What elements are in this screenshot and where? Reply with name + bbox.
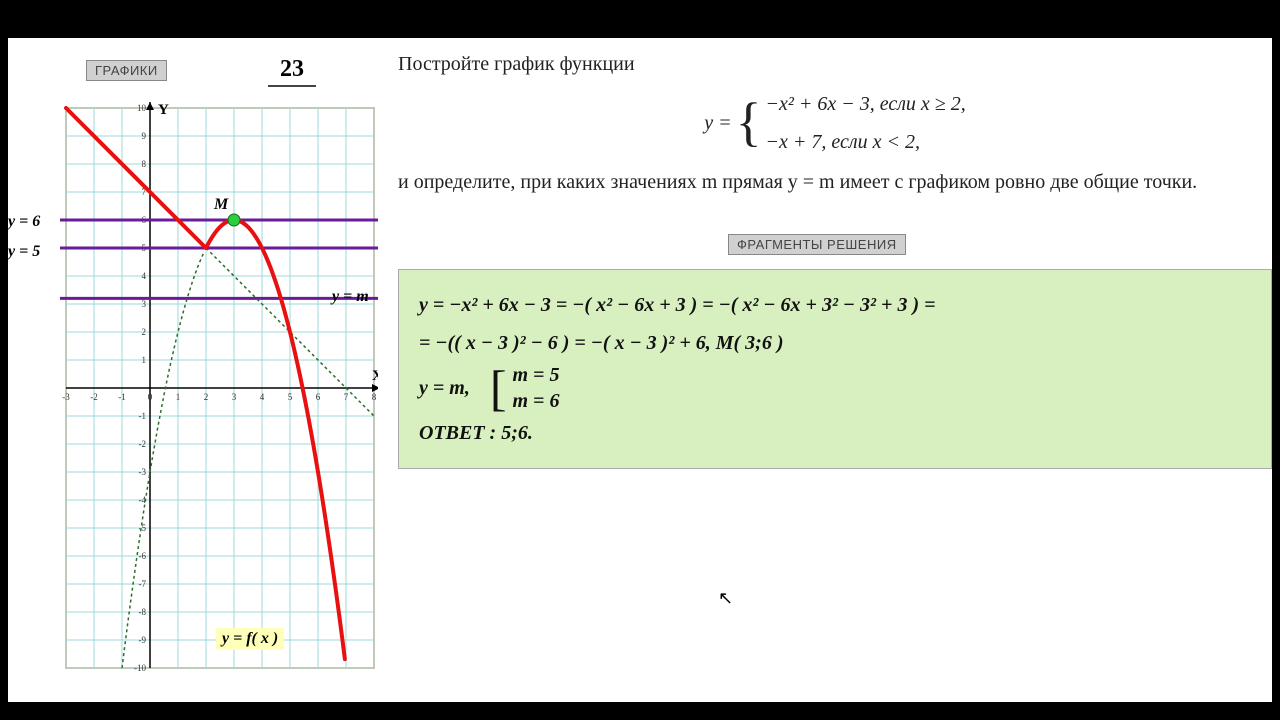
point-m-label: M [214, 196, 228, 214]
function-graph: XY-3-2-1012345678-10-9-8-7-6-5-4-3-2-112… [38, 88, 378, 708]
problem-statement: Постройте график функции y = { −x² + 6x … [398, 48, 1272, 198]
svg-text:-6: -6 [139, 551, 147, 561]
prompt-line-1: Постройте график функции [398, 48, 1272, 80]
svg-text:-8: -8 [139, 607, 147, 617]
svg-text:7: 7 [344, 392, 349, 402]
svg-text:2: 2 [142, 327, 147, 337]
bracket-icon: [ [490, 368, 507, 408]
sol-m2: m = 6 [513, 388, 560, 414]
svg-text:9: 9 [142, 131, 147, 141]
svg-text:0: 0 [148, 392, 153, 402]
svg-text:1: 1 [142, 355, 147, 365]
sol-ym: y = m, [419, 369, 470, 407]
piecewise-function: y = { −x² + 6x − 3, если x ≥ 2, −x + 7, … [704, 88, 966, 158]
svg-text:-2: -2 [90, 392, 98, 402]
svg-text:2: 2 [204, 392, 209, 402]
solution-box: y = −x² + 6x − 3 = −( x² − 6x + 3 ) = −(… [398, 269, 1272, 469]
sol-m1: m = 5 [513, 362, 560, 388]
svg-text:4: 4 [142, 271, 147, 281]
prompt-line-2: и определите, при каких значениях m прям… [398, 166, 1272, 198]
svg-text:3: 3 [232, 392, 237, 402]
solution-button[interactable]: ФРАГМЕНТЫ РЕШЕНИЯ [728, 234, 906, 255]
function-label: y = f( x ) [216, 628, 284, 650]
svg-text:8: 8 [142, 159, 147, 169]
svg-text:X: X [372, 368, 378, 384]
svg-text:Y: Y [158, 102, 169, 118]
svg-text:-1: -1 [139, 411, 147, 421]
answer: ОТВЕТ : 5;6. [419, 414, 1251, 452]
problem-number: 23 [268, 56, 316, 87]
svg-text:4: 4 [260, 392, 265, 402]
sol-line-3: y = m, [ m = 5 m = 6 [419, 362, 1251, 414]
brace-icon: { [736, 101, 762, 144]
svg-text:6: 6 [316, 392, 321, 402]
svg-text:-3: -3 [139, 467, 147, 477]
graph-button[interactable]: ГРАФИКИ [86, 60, 167, 81]
case-1: −x² + 6x − 3, если x ≥ 2, [765, 88, 965, 120]
svg-text:-7: -7 [139, 579, 147, 589]
svg-text:3: 3 [142, 299, 147, 309]
svg-text:-2: -2 [139, 439, 147, 449]
sol-line-2: = −(( x − 3 )² − 6 ) = −( x − 3 )² + 6, … [419, 324, 1251, 362]
svg-text:-5: -5 [139, 523, 147, 533]
svg-text:10: 10 [137, 103, 147, 113]
svg-text:-3: -3 [62, 392, 70, 402]
hline-label-y5: y = 5 [8, 243, 40, 261]
svg-text:-1: -1 [118, 392, 126, 402]
svg-text:5: 5 [288, 392, 293, 402]
sol-line-1: y = −x² + 6x − 3 = −( x² − 6x + 3 ) = −(… [419, 286, 1251, 324]
case-2: −x + 7, если x < 2, [765, 126, 965, 158]
cursor-icon: ↖ [718, 588, 733, 609]
svg-text:-9: -9 [139, 635, 147, 645]
svg-text:-10: -10 [134, 663, 146, 673]
hline-label-ym: y = m [332, 288, 369, 306]
svg-text:8: 8 [372, 392, 377, 402]
hline-label-y6: y = 6 [8, 213, 40, 231]
svg-text:1: 1 [176, 392, 181, 402]
piecewise-prefix: y = [704, 107, 731, 139]
